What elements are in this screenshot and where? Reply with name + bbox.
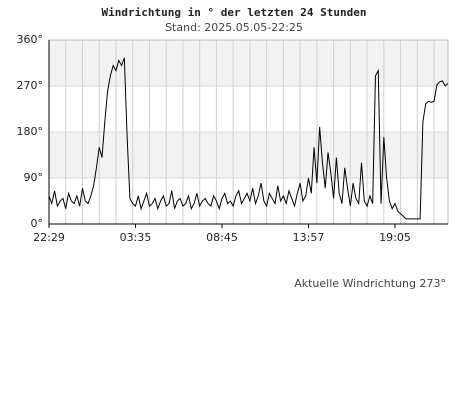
x-tick-label: 19:05 bbox=[379, 231, 411, 244]
x-tick-label: 13:57 bbox=[293, 231, 325, 244]
y-tick-label: 180° bbox=[17, 125, 44, 138]
chart-title: Windrichtung in ° der letzten 24 Stunden bbox=[102, 6, 367, 19]
y-tick-label: 360° bbox=[17, 33, 44, 46]
grid-band bbox=[49, 40, 448, 86]
chart-subtitle: Stand: 2025.05.05-22:25 bbox=[165, 21, 303, 34]
grid-band bbox=[49, 132, 448, 178]
x-tick-label: 22:29 bbox=[33, 231, 65, 244]
y-tick-label: 270° bbox=[17, 79, 44, 92]
y-tick-label: 0° bbox=[31, 217, 44, 230]
x-tick-label: 03:35 bbox=[120, 231, 152, 244]
annotation: Aktuelle Windrichtung 273° bbox=[294, 277, 446, 290]
y-tick-label: 90° bbox=[24, 171, 44, 184]
data-line bbox=[48, 57, 449, 220]
x-tick-label: 08:45 bbox=[206, 231, 238, 244]
